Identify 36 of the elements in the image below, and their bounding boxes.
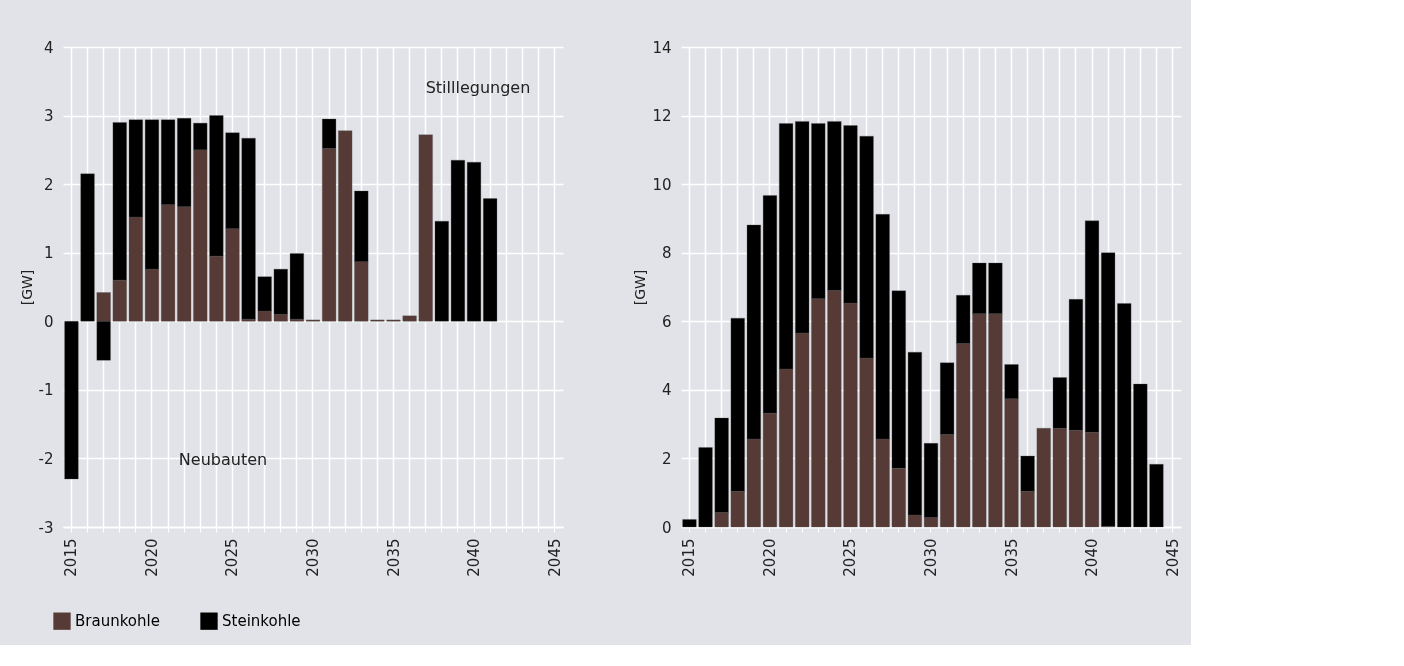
- x-tick-label: 2015: [62, 538, 81, 577]
- y-tick-label: 4: [661, 381, 672, 400]
- x-tick-label: 2015: [680, 538, 699, 577]
- legend-label: Steinkohle: [222, 612, 301, 631]
- x-tick-label: 2035: [1002, 538, 1021, 577]
- x-tick-label: 2045: [545, 538, 564, 577]
- y-tick-label: 0: [661, 518, 672, 537]
- legend-label: Braunkohle: [75, 612, 160, 631]
- y-tick-label: 6: [661, 312, 672, 331]
- y-tick-label: 0: [43, 312, 54, 331]
- y-tick-label: 3: [43, 107, 54, 126]
- y-tick-label: 8: [661, 244, 672, 263]
- y-tick-label: 2: [661, 449, 672, 468]
- x-tick-label: 2025: [841, 538, 860, 577]
- y-tick-label: -1: [38, 381, 54, 400]
- x-tick-label: 2040: [465, 538, 484, 577]
- y-tick-label: 10: [652, 175, 672, 194]
- annotation: Stilllegungen: [425, 77, 531, 97]
- x-tick-label: 2040: [1083, 538, 1102, 577]
- y-axis-title: [GW]: [632, 269, 649, 306]
- y-tick-label: 14: [652, 38, 672, 57]
- y-tick-label: -3: [38, 518, 54, 537]
- y-tick-label: 2: [43, 175, 54, 194]
- y-tick-label: 12: [652, 107, 672, 126]
- annotation: Neubauten: [178, 449, 268, 469]
- x-tick-label: 2020: [142, 538, 161, 577]
- y-tick-label: 1: [43, 244, 54, 263]
- x-tick-label: 2030: [304, 538, 322, 577]
- x-tick-label: 2030: [922, 538, 940, 577]
- x-tick-label: 2025: [223, 538, 242, 577]
- x-tick-label: 2035: [384, 538, 403, 577]
- y-axis-title: [GW]: [18, 269, 35, 306]
- x-tick-label: 2045: [1163, 538, 1182, 577]
- y-tick-label: -2: [38, 449, 54, 468]
- y-tick-label: 4: [43, 38, 54, 57]
- x-tick-label: 2020: [760, 538, 779, 577]
